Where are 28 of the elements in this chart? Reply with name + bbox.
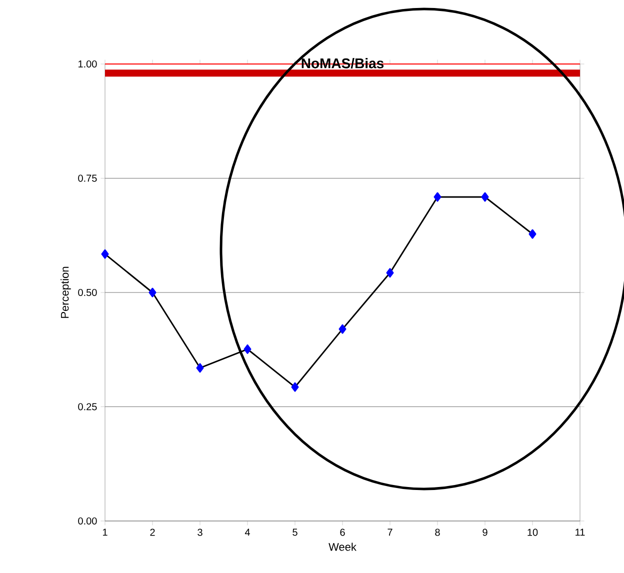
x-tick-label: 9 xyxy=(482,528,488,536)
point xyxy=(338,324,346,334)
x-tick-label: 2 xyxy=(150,528,155,536)
x-tick-label: 7 xyxy=(388,528,392,536)
y-axis-title: Perception xyxy=(60,266,71,318)
y-tick-label: 1.00 xyxy=(78,60,97,68)
y-tick-label: 0.25 xyxy=(78,403,97,410)
point xyxy=(196,363,204,373)
point xyxy=(434,192,442,202)
y-tick-label: 0.50 xyxy=(78,288,97,296)
point xyxy=(291,382,299,392)
y-tick-label: 0.00 xyxy=(78,517,97,525)
x-tick-label: 3 xyxy=(198,528,202,536)
x-tick-label: 4 xyxy=(244,528,250,536)
point xyxy=(528,229,536,239)
x-tick-label: 6 xyxy=(340,528,345,536)
x-tick-label: 5 xyxy=(292,528,298,536)
point xyxy=(244,344,252,354)
point xyxy=(386,268,394,278)
x-tick-label: 1 xyxy=(102,528,108,536)
point xyxy=(101,249,109,259)
y-tick-label: 0.75 xyxy=(78,174,97,182)
x-tick-label: 10 xyxy=(528,528,538,536)
point xyxy=(148,288,156,298)
x-axis-title: Week xyxy=(328,542,356,551)
x-tick-label: 8 xyxy=(435,528,440,536)
point xyxy=(481,192,489,202)
x-tick-label: 11 xyxy=(576,528,585,536)
